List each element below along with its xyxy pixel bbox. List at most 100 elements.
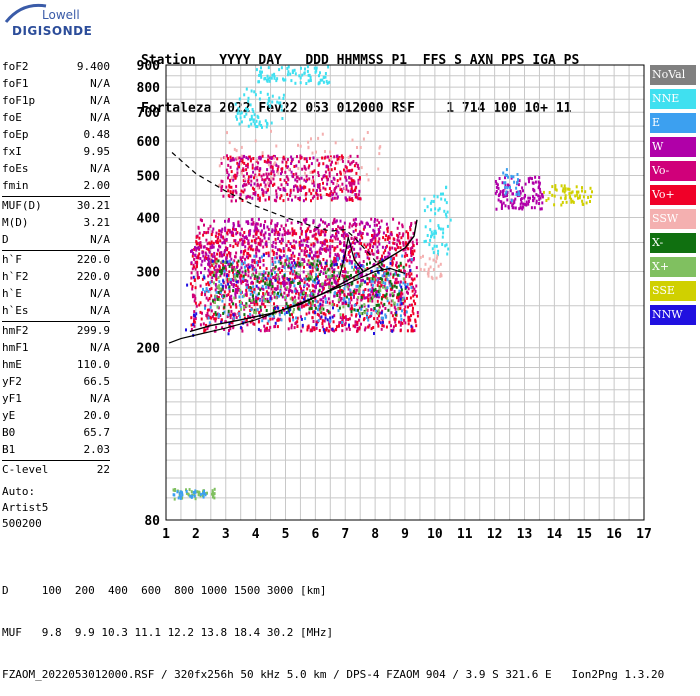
- param-value: 65.7: [83, 426, 111, 439]
- echo-point: [376, 267, 379, 271]
- echo-point: [267, 271, 270, 275]
- echo-point: [358, 189, 361, 193]
- echo-point: [178, 494, 181, 498]
- echo-point: [354, 217, 357, 221]
- echo-point: [326, 182, 329, 186]
- echo-point: [376, 299, 379, 303]
- echo-point: [191, 284, 194, 288]
- echo-point: [533, 189, 536, 193]
- echo-point: [255, 119, 258, 123]
- echo-point: [364, 326, 367, 330]
- param-label: B1: [2, 443, 16, 456]
- echo-point: [275, 296, 278, 300]
- echo-point: [409, 225, 412, 229]
- echo-point: [228, 285, 231, 289]
- echo-point: [442, 192, 444, 196]
- echo-point: [306, 294, 309, 298]
- echo-point: [307, 284, 310, 288]
- echo-point: [395, 253, 398, 257]
- echo-point: [289, 248, 292, 252]
- param-value: 3.21: [83, 216, 111, 229]
- lowell-digisonde-logo: Lowell DIGISONDE: [4, 6, 124, 50]
- echo-point: [308, 189, 311, 193]
- echo-point: [250, 157, 253, 161]
- echo-point: [273, 295, 276, 299]
- echo-point: [404, 247, 407, 251]
- echo-point: [291, 261, 293, 265]
- echo-point: [391, 246, 394, 250]
- echo-point: [252, 294, 254, 298]
- echo-point: [346, 169, 349, 173]
- echo-point: [344, 323, 347, 327]
- echo-point: [220, 269, 223, 272]
- echo-point: [300, 289, 303, 293]
- echo-point: [516, 194, 519, 198]
- echo-point: [207, 283, 210, 287]
- echo-point: [426, 205, 429, 209]
- echo-point: [267, 99, 270, 103]
- echo-point: [262, 296, 265, 300]
- echo-point: [280, 66, 283, 70]
- echo-point: [327, 223, 330, 226]
- echo-point: [523, 196, 526, 200]
- echo-point: [262, 245, 265, 249]
- echo-point: [325, 275, 328, 279]
- echo-point: [251, 299, 254, 303]
- echo-point: [381, 258, 384, 262]
- echo-point: [254, 232, 257, 236]
- echo-point: [211, 259, 214, 263]
- echo-point: [225, 247, 227, 251]
- echo-point: [222, 287, 225, 291]
- echo-point: [218, 284, 221, 288]
- echo-point: [341, 189, 344, 193]
- echo-point: [339, 219, 342, 223]
- echo-point: [238, 224, 241, 228]
- echo-point: [239, 315, 241, 319]
- echo-point: [356, 323, 359, 326]
- echo-point: [306, 240, 309, 244]
- echo-point: [414, 318, 417, 322]
- echo-point: [354, 193, 357, 197]
- echo-point: [290, 281, 293, 284]
- echo-point: [278, 281, 281, 285]
- param-label: foF1: [2, 77, 29, 90]
- echo-point: [323, 242, 326, 246]
- echo-point: [242, 274, 245, 278]
- echo-point: [207, 261, 210, 264]
- echo-point: [359, 247, 362, 251]
- echo-point: [284, 296, 287, 300]
- echo-point: [191, 248, 194, 252]
- echo-point: [310, 262, 313, 266]
- echo-point: [226, 273, 229, 276]
- echo-point: [383, 302, 386, 306]
- echo-point: [344, 258, 347, 262]
- param-label: hmE: [2, 358, 22, 371]
- echo-point: [223, 310, 226, 314]
- echo-point: [236, 167, 239, 171]
- echo-point: [243, 294, 245, 298]
- echo-point: [568, 192, 571, 196]
- echo-point: [328, 80, 331, 84]
- param-row: foF2 9.400: [2, 58, 110, 75]
- echo-point: [236, 285, 239, 289]
- echo-point: [374, 288, 377, 291]
- echo-point: [218, 251, 221, 255]
- echo-point: [324, 187, 327, 191]
- echo-point: [517, 178, 519, 182]
- echo-point: [582, 195, 585, 199]
- echo-point: [437, 208, 440, 212]
- echo-point: [440, 192, 442, 196]
- param-row: h`F 220.0: [2, 251, 110, 268]
- echo-point: [202, 495, 205, 499]
- echo-point: [197, 493, 200, 497]
- echo-point: [342, 298, 345, 302]
- echo-point: [416, 314, 419, 318]
- echo-point: [270, 274, 273, 278]
- echo-point: [276, 224, 278, 228]
- echo-point: [250, 117, 253, 121]
- echo-point: [273, 72, 276, 76]
- echo-point: [390, 324, 392, 328]
- echo-point: [389, 257, 392, 261]
- param-label: h`F: [2, 253, 22, 266]
- echo-point: [220, 320, 223, 324]
